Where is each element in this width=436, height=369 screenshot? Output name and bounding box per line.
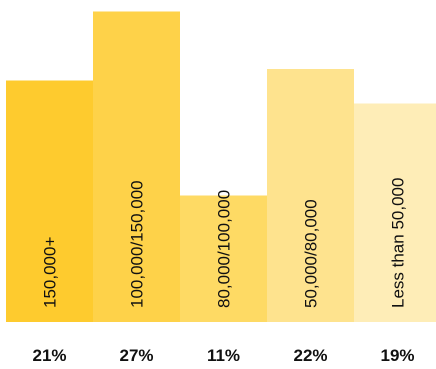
value-label: 27%: [119, 346, 153, 365]
value-label: 11%: [207, 346, 240, 365]
value-label: 21%: [32, 346, 66, 365]
category-label: 50,000/80,000: [302, 199, 321, 308]
bar: [354, 103, 436, 322]
category-label: 150,000+: [41, 237, 60, 308]
category-label: 100,000/150,000: [128, 180, 147, 308]
bar: [180, 195, 267, 322]
bar: [267, 69, 354, 322]
value-label: 19%: [380, 346, 414, 365]
category-label: 80,000/100,000: [215, 190, 234, 308]
value-label: 22%: [293, 346, 327, 365]
bar: [6, 80, 93, 322]
bar: [93, 11, 180, 322]
category-label: Less than 50,000: [389, 178, 408, 308]
